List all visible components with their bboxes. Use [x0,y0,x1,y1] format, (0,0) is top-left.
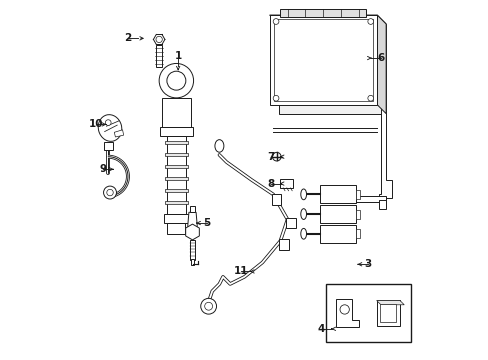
Text: 10: 10 [88,120,102,129]
Ellipse shape [300,189,306,200]
Text: 11: 11 [233,266,247,276]
Bar [164,177,188,180]
Bar [160,127,192,135]
Bar [325,284,410,342]
Bar [355,229,359,238]
Circle shape [201,298,216,314]
Bar [103,141,113,149]
Bar [278,24,386,114]
Bar [163,215,189,224]
Text: 6: 6 [376,53,384,63]
Ellipse shape [300,228,306,239]
Circle shape [273,95,278,101]
Circle shape [159,63,193,98]
Polygon shape [376,15,386,114]
Bar [269,15,376,105]
Bar [271,194,281,205]
Polygon shape [335,299,358,327]
Circle shape [367,19,373,24]
Text: 7: 7 [267,152,275,162]
Bar [376,301,399,325]
Bar [156,45,162,67]
Ellipse shape [300,209,306,220]
Bar [380,304,396,322]
Bar [164,189,188,192]
Bar [164,141,188,144]
Circle shape [367,95,373,101]
Circle shape [105,120,111,126]
Bar [162,98,190,127]
Polygon shape [187,212,197,232]
Circle shape [204,302,212,310]
Bar [319,225,355,243]
Polygon shape [341,196,386,202]
Text: 1: 1 [174,51,182,61]
Circle shape [339,305,348,314]
Polygon shape [185,224,199,240]
Circle shape [272,152,281,161]
Circle shape [156,36,162,42]
Bar [166,135,186,215]
Bar [280,179,293,188]
Polygon shape [376,101,391,209]
Circle shape [273,19,278,24]
Bar [355,190,359,199]
Bar [189,240,195,260]
Text: 9: 9 [99,164,106,174]
Bar [279,239,288,250]
Text: 8: 8 [267,179,274,189]
Ellipse shape [98,115,122,141]
Bar [280,9,366,17]
Ellipse shape [214,140,224,152]
Circle shape [106,189,113,196]
Text: 2: 2 [124,33,131,43]
Bar [167,224,185,234]
Polygon shape [114,130,123,137]
Circle shape [166,71,185,90]
Text: 3: 3 [364,259,371,269]
Bar [164,153,188,157]
Circle shape [103,186,116,199]
Bar [273,19,372,101]
Text: 5: 5 [203,218,210,228]
Polygon shape [376,301,404,305]
Bar [286,218,295,228]
Bar [190,206,194,212]
Bar [319,185,355,203]
Bar [164,201,188,204]
Bar [190,258,194,265]
Bar [164,165,188,168]
Bar [319,205,355,223]
Bar [355,210,359,219]
Text: 4: 4 [317,324,325,334]
Polygon shape [269,15,386,24]
